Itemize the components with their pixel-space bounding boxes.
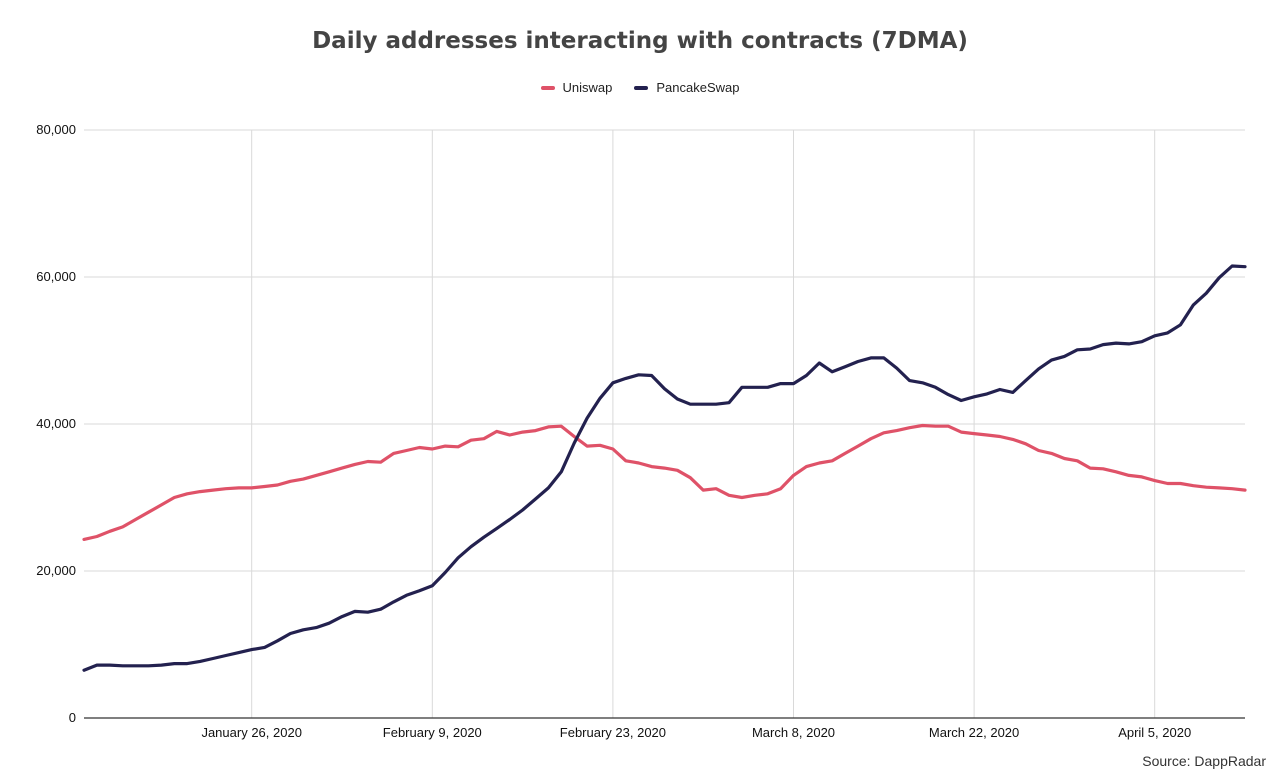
series-line-uniswap: [82, 423, 1247, 542]
y-tick-label: 0: [69, 710, 76, 725]
chart-legend: Uniswap PancakeSwap: [0, 80, 1280, 95]
x-tick-label: February 23, 2020: [560, 725, 666, 740]
x-tick-label: March 22, 2020: [929, 725, 1019, 740]
legend-label-uniswap: Uniswap: [562, 80, 613, 95]
chart-title: Daily addresses interacting with contrac…: [312, 28, 968, 54]
x-tick-label: March 8, 2020: [752, 725, 835, 740]
y-tick-label: 80,000: [36, 122, 76, 137]
legend-swatch-pancakeswap: [634, 85, 649, 90]
x-tick-label: April 5, 2020: [1118, 725, 1191, 740]
legend-swatch-uniswap: [540, 85, 555, 90]
y-tick-label: 60,000: [36, 269, 76, 284]
x-tick-label: January 26, 2020: [201, 725, 301, 740]
y-tick-label: 40,000: [36, 416, 76, 431]
legend-item-uniswap: Uniswap: [540, 80, 613, 95]
legend-label-pancakeswap: PancakeSwap: [656, 80, 740, 95]
source-note: Source: DappRadar: [1142, 753, 1266, 769]
y-tick-label: 20,000: [36, 563, 76, 578]
x-tick-label: February 9, 2020: [383, 725, 482, 740]
series-line-pancakeswap: [82, 264, 1247, 672]
legend-item-pancakeswap: PancakeSwap: [634, 80, 739, 95]
